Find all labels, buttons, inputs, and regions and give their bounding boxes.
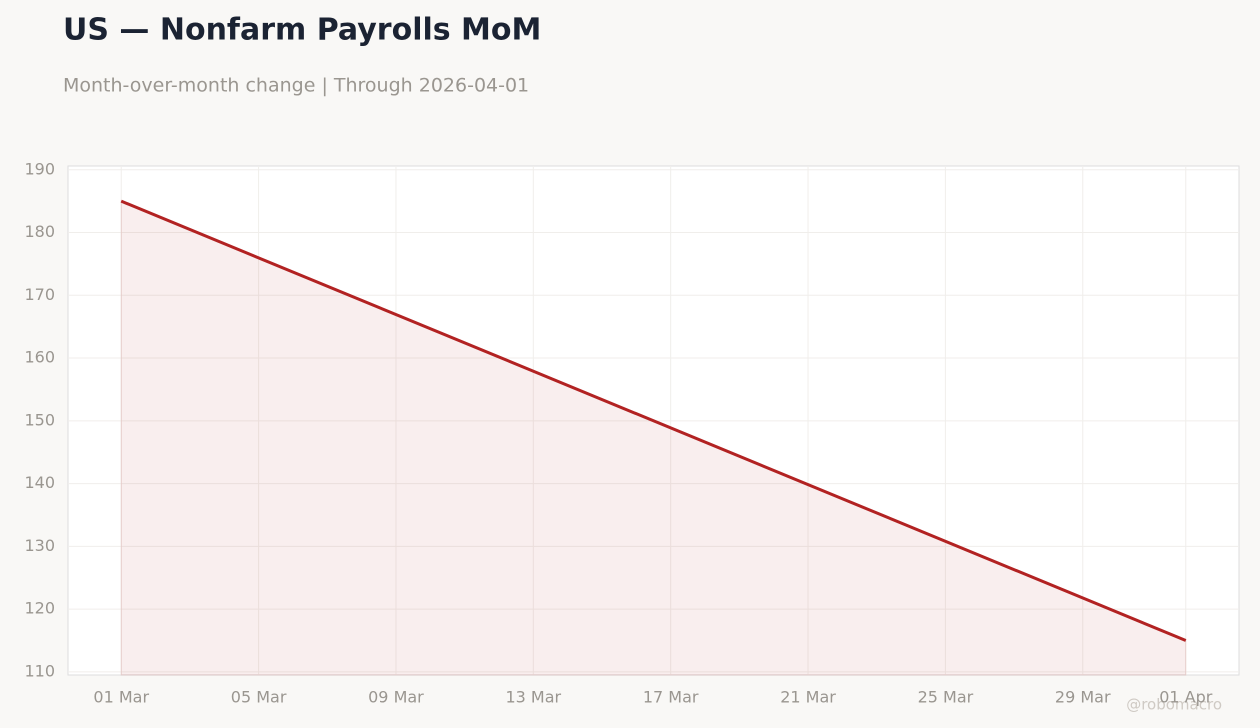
x-tick-label: 29 Mar (1055, 688, 1111, 707)
x-tick-label: 01 Apr (1159, 688, 1213, 707)
x-tick-label: 09 Mar (368, 688, 424, 707)
line (120, 199, 1187, 642)
y-tick-label: 190 (24, 159, 55, 178)
x-tick-label: 05 Mar (231, 688, 287, 707)
y-tick-label: 120 (24, 599, 55, 618)
x-tick-label: 21 Mar (780, 688, 836, 707)
x-tick-label: 13 Mar (505, 688, 561, 707)
y-tick-label: 160 (24, 348, 55, 367)
y-tick-label: 110 (24, 661, 55, 680)
y-tick-label: 150 (24, 410, 55, 429)
y-tick-label: 140 (24, 473, 55, 492)
y-tick-label: 180 (24, 222, 55, 241)
chart-title: US — Nonfarm Payrolls MoM (63, 13, 541, 48)
x-tick-label: 01 Mar (93, 688, 149, 707)
y-tick-label: 170 (24, 285, 55, 304)
y-tick-label: 130 (24, 536, 55, 555)
x-tick-label: 25 Mar (918, 688, 974, 707)
chart-subtitle: Month-over-month change | Through 2026-0… (63, 75, 529, 97)
x-tick-label: 17 Mar (643, 688, 699, 707)
watermark: @robomacro (1126, 696, 1222, 714)
